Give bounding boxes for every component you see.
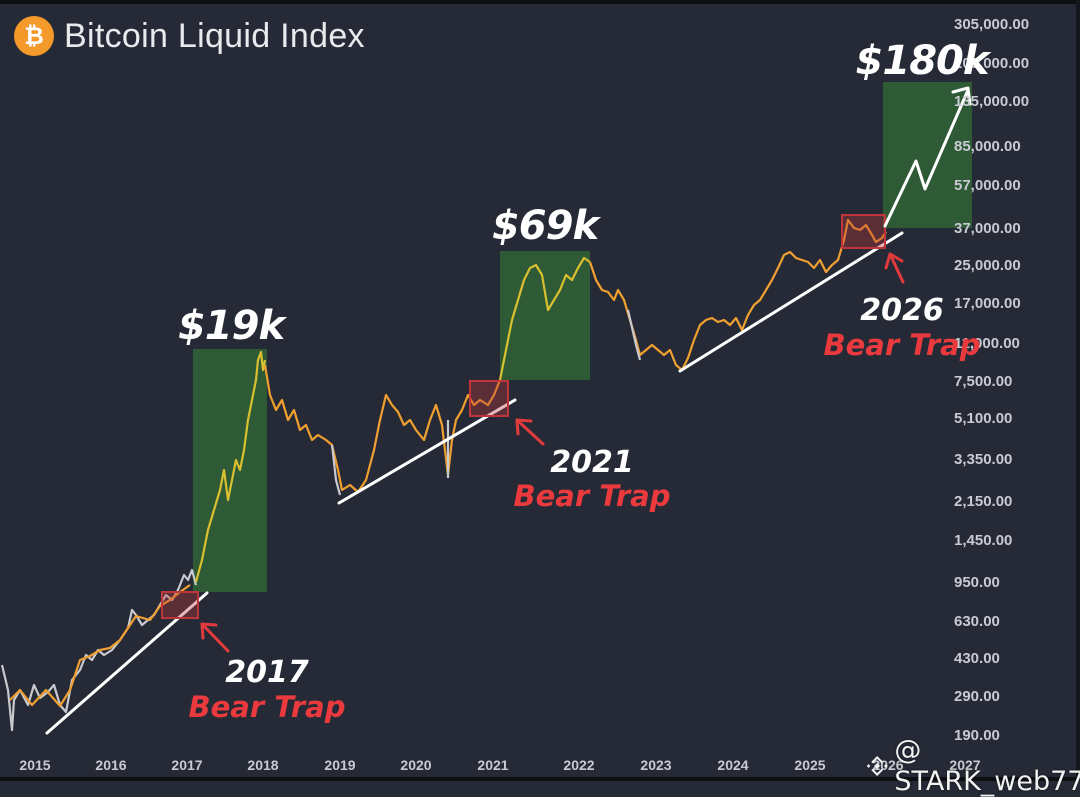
bear-trap-box-2017 <box>161 591 199 619</box>
price-series <box>0 218 887 732</box>
trap-year-2017: 2017 <box>225 655 309 690</box>
binance-logo-icon <box>866 755 888 777</box>
x-tick-label: 2018 <box>247 757 279 773</box>
bitcoin-logo-icon: ₿ <box>14 16 54 56</box>
bottom-border <box>0 777 1080 781</box>
y-tick-label: 3,350.00 <box>954 451 1013 468</box>
y-tick-label: 5,100.00 <box>954 410 1013 427</box>
x-tick-label: 2020 <box>400 757 432 773</box>
trap-label-2026: Bear Trap <box>823 328 981 362</box>
y-tick-label: 205,000.00 <box>954 55 1030 72</box>
price-chart <box>0 82 972 735</box>
bear-trap-box-2021 <box>469 380 509 417</box>
x-tick-label: 2023 <box>640 757 672 773</box>
peak-label-2021: $69k <box>491 203 599 249</box>
y-tick-label: 305,000.00 <box>954 16 1030 33</box>
trap-label-2017: Bear Trap <box>188 690 346 724</box>
y-tick-label: 7,500.00 <box>954 373 1013 390</box>
y-tick-label: 1,450.00 <box>954 532 1013 549</box>
x-tick-label: 2017 <box>171 757 203 773</box>
highlight-zone-target <box>883 82 972 228</box>
y-tick-label: 135,000.00 <box>954 93 1030 110</box>
y-tick-label: 85,000.00 <box>954 138 1021 155</box>
y-tick-label: 37,000.00 <box>954 220 1021 237</box>
trap-year-2026: 2026 <box>860 293 944 328</box>
chart-title: Bitcoin Liquid Index <box>64 16 365 55</box>
y-tick-label: 11,000.00 <box>954 335 1020 352</box>
top-border <box>0 0 1080 4</box>
right-border <box>1076 0 1080 781</box>
trap-label-2021: Bear Trap <box>513 479 671 513</box>
x-tick-label: 2015 <box>19 757 51 773</box>
y-tick-label: 290.00 <box>954 688 1000 705</box>
y-tick-label: 17,000.00 <box>954 295 1021 312</box>
bear-trap-box-2026 <box>841 214 886 249</box>
projection-arrow <box>883 86 972 228</box>
trap-year-2021: 2021 <box>550 445 634 480</box>
y-tick-label: 2,150.00 <box>954 493 1013 510</box>
y-tick-label: 190.00 <box>954 727 1000 744</box>
bear-trap-arrows <box>200 252 905 653</box>
support-trendlines <box>45 231 904 735</box>
y-tick-label: 430.00 <box>954 650 1000 667</box>
y-tick-label: 630.00 <box>954 613 1000 630</box>
x-tick-label: 2027 <box>949 757 981 773</box>
peak-label-2017: $19k <box>177 303 285 349</box>
y-tick-label: 25,000.00 <box>954 257 1021 274</box>
watermark-text: @ STARK_web77 <box>894 735 1080 797</box>
watermark: @ STARK_web77 <box>866 735 1080 797</box>
y-tick-label: 57,000.00 <box>954 177 1021 194</box>
y-tick-label: 950.00 <box>954 574 1000 591</box>
x-tick-label: 2019 <box>324 757 356 773</box>
chart-header: ₿ Bitcoin Liquid Index <box>14 16 365 56</box>
x-tick-label: 2022 <box>563 757 595 773</box>
peak-label-target: $180k <box>855 38 990 84</box>
x-tick-label: 2016 <box>95 757 127 773</box>
x-tick-label: 2024 <box>717 757 749 773</box>
x-tick-label: 2021 <box>477 757 509 773</box>
x-tick-label: 2025 <box>794 757 826 773</box>
